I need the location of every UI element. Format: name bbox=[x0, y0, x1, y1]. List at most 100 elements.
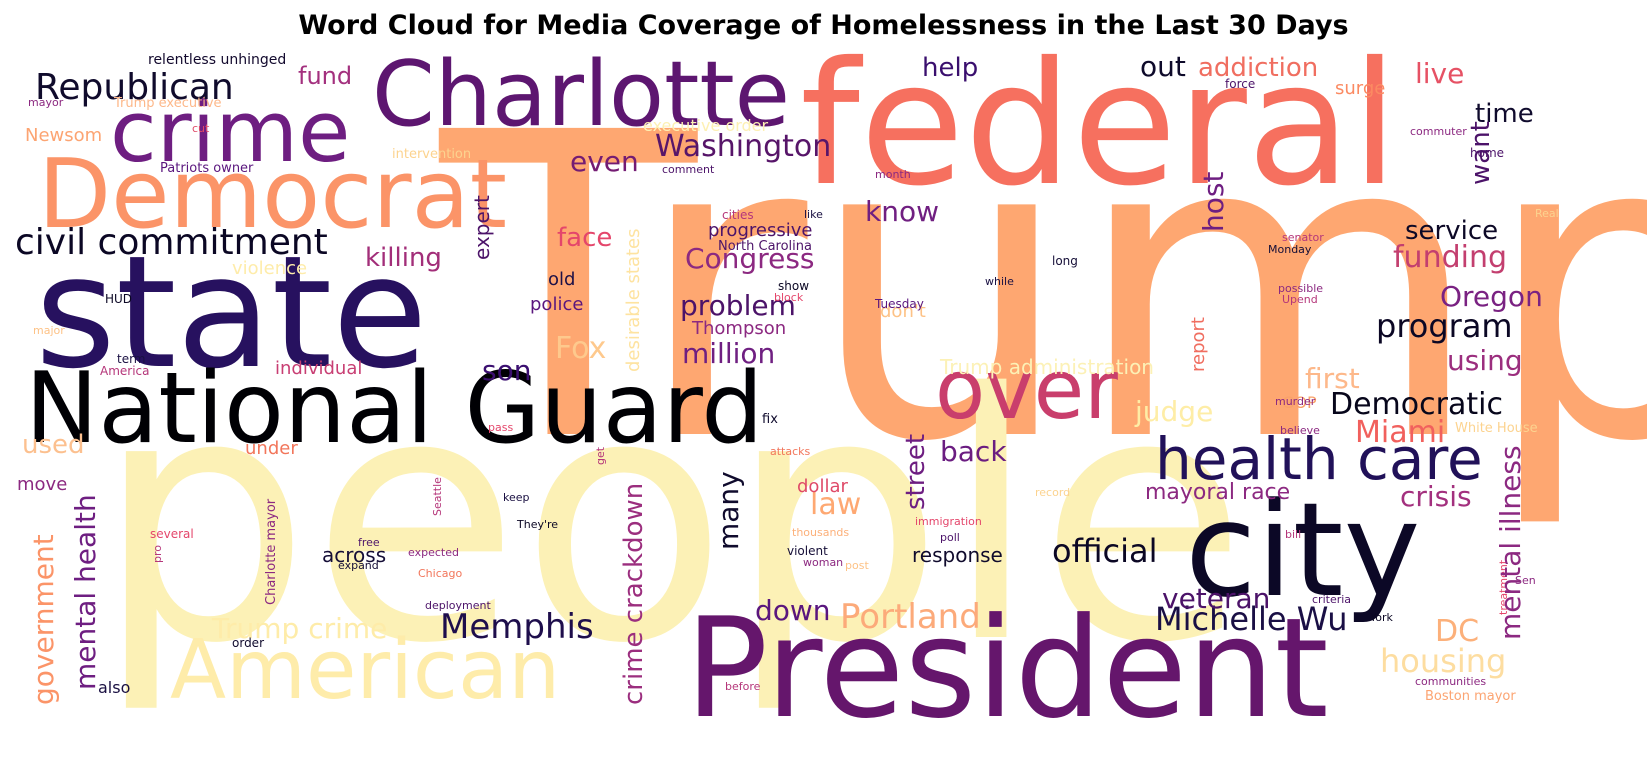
word-dollar: dollar bbox=[797, 476, 848, 497]
word-million: million bbox=[682, 337, 776, 370]
word-pass: pass bbox=[488, 421, 514, 434]
word-son: son bbox=[482, 354, 532, 387]
word-boston-mayor: Boston mayor bbox=[1425, 689, 1516, 704]
word-mayor: mayor bbox=[28, 96, 64, 109]
word-charlotte: Charlotte bbox=[372, 42, 791, 147]
word-trump-executive: Trump executive bbox=[114, 96, 222, 111]
word-pro: pro bbox=[151, 545, 164, 563]
word-attacks: attacks bbox=[770, 445, 811, 458]
word-fund: fund bbox=[298, 62, 353, 90]
word-fix: fix bbox=[762, 412, 778, 427]
word-democratic: Democratic bbox=[1330, 387, 1503, 422]
word-get: get bbox=[594, 446, 607, 465]
word-major: major bbox=[33, 324, 65, 337]
word-hud: HUD bbox=[105, 292, 133, 306]
word-service: service bbox=[1405, 216, 1499, 246]
word-also: also bbox=[98, 678, 131, 697]
word-monday: Monday bbox=[1268, 243, 1312, 256]
word-intervention: intervention bbox=[392, 147, 472, 162]
word-used: used bbox=[22, 430, 85, 460]
chart-title: Word Cloud for Media Coverage of Homeles… bbox=[298, 10, 1349, 41]
word-back: back bbox=[940, 435, 1007, 468]
word-long: long bbox=[1052, 254, 1078, 268]
word-over: over bbox=[935, 343, 1118, 438]
word-tuesday: Tuesday bbox=[875, 297, 924, 311]
word-using: using bbox=[1447, 344, 1523, 377]
word-mayoral-race: mayoral race bbox=[1145, 480, 1291, 505]
word-free: free bbox=[358, 536, 380, 549]
word-cut: cut bbox=[192, 122, 210, 135]
word-fox: Fox bbox=[555, 331, 607, 366]
word-washington: Washington bbox=[655, 129, 832, 164]
word-response: response bbox=[912, 543, 1003, 567]
word-judge: judge bbox=[1135, 395, 1214, 428]
word-poll: poll bbox=[940, 531, 960, 544]
word-several: several bbox=[150, 527, 194, 541]
word-street: street bbox=[901, 433, 931, 510]
word-senator: senator bbox=[1282, 231, 1324, 244]
word-sen: Sen bbox=[1515, 574, 1536, 587]
word-host: host bbox=[1197, 171, 1230, 232]
word-month: month bbox=[875, 168, 911, 181]
word-murder: murder bbox=[1275, 395, 1316, 408]
word-charlotte-mayor: Charlotte mayor bbox=[264, 498, 279, 605]
word-thompson: Thompson bbox=[692, 318, 787, 339]
word-government: government bbox=[27, 534, 60, 705]
word-dc: DC bbox=[1435, 614, 1480, 649]
word-bill: bill bbox=[1285, 528, 1302, 541]
word-upend: Upend bbox=[1282, 293, 1318, 306]
word-president: President bbox=[685, 588, 1329, 749]
word-progressive: progressive bbox=[708, 220, 813, 241]
word-post: post bbox=[845, 559, 869, 572]
word-deployment: deployment bbox=[425, 599, 491, 612]
word-north-carolina: North Carolina bbox=[718, 239, 812, 254]
word-american: American bbox=[170, 623, 561, 718]
word-mental-illness: mental illness bbox=[1494, 445, 1527, 640]
word-know: know bbox=[865, 195, 939, 228]
word-civil-commitment: civil commitment bbox=[15, 222, 328, 263]
word-mental-health: mental health bbox=[69, 494, 102, 690]
word-republican: Republican bbox=[35, 67, 234, 108]
word-killing: killing bbox=[365, 243, 442, 273]
word-woman: woman bbox=[803, 556, 844, 569]
word-old: old bbox=[548, 269, 576, 290]
word-many: many bbox=[712, 471, 745, 550]
word-crime-crackdown: crime crackdown bbox=[619, 482, 649, 705]
word-congress: Congress bbox=[685, 242, 815, 275]
word-expected: expected bbox=[408, 546, 459, 559]
word-funding: funding bbox=[1393, 240, 1508, 275]
word-thousands: thousands bbox=[792, 526, 850, 539]
word-down: down bbox=[755, 594, 831, 627]
word-surge: surge bbox=[1335, 78, 1386, 99]
word-oregon: Oregon bbox=[1440, 280, 1543, 313]
word-report: report bbox=[1188, 317, 1209, 372]
word-trump: Trump bbox=[440, 45, 1647, 534]
word-record: record bbox=[1035, 486, 1071, 499]
word-criteria: criteria bbox=[1312, 593, 1352, 606]
word-city: city bbox=[1185, 474, 1421, 626]
word-federal: federal bbox=[800, 26, 1399, 224]
word-even: even bbox=[570, 145, 639, 178]
word-america: America bbox=[100, 364, 150, 378]
word-like: like bbox=[804, 208, 823, 221]
word-keep: keep bbox=[503, 491, 530, 504]
word-violence: violence bbox=[232, 258, 308, 279]
word-democrat: Democrat bbox=[38, 140, 508, 250]
word-miami: Miami bbox=[1355, 415, 1446, 450]
word-white-house: White House bbox=[1455, 421, 1538, 436]
word-national-guard: National Guard bbox=[25, 352, 764, 466]
word-while: while bbox=[985, 275, 1014, 288]
word-michelle-wu: Michelle Wu bbox=[1155, 600, 1348, 638]
word-law: law bbox=[810, 487, 862, 522]
word-individual: individual bbox=[275, 358, 363, 379]
word-want: want bbox=[1466, 121, 1496, 185]
word-real: Real bbox=[1535, 207, 1559, 220]
word-crisis: crisis bbox=[1400, 480, 1472, 513]
word-newsom: Newsom bbox=[25, 125, 103, 146]
word-gop: GOP bbox=[1282, 393, 1317, 412]
word-program: program bbox=[1376, 307, 1513, 345]
word-chicago: Chicago bbox=[418, 567, 463, 580]
word-state: state bbox=[35, 222, 428, 403]
word-crime: crime bbox=[110, 83, 351, 182]
